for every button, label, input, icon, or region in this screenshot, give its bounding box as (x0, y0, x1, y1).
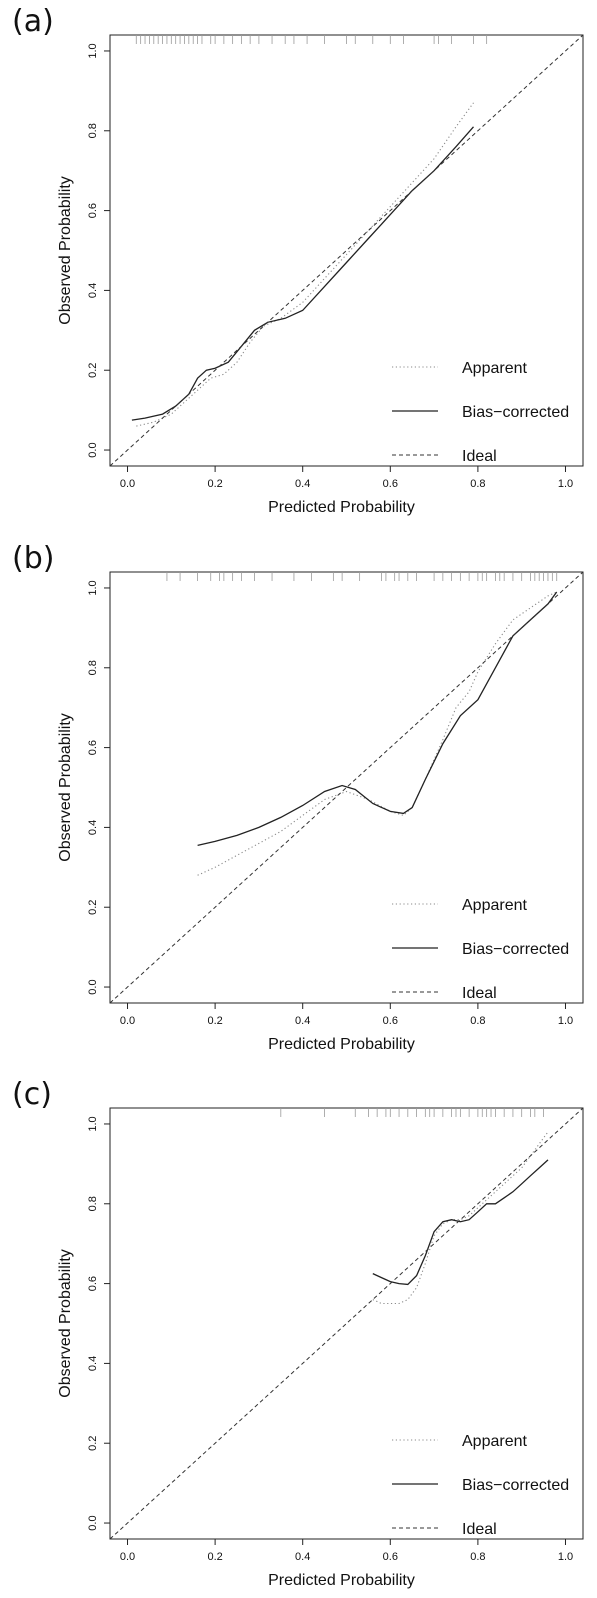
x-tick-label: 0.8 (470, 1015, 485, 1027)
apparent-line (136, 102, 474, 427)
x-axis-label: Predicted Probability (268, 499, 415, 516)
legend-label: Ideal (462, 448, 497, 465)
apparent-line (197, 591, 557, 876)
legend-label: Bias−corrected (462, 941, 569, 958)
bias-corrected-line (197, 591, 558, 847)
x-tick-label: 0.2 (207, 1015, 222, 1027)
apparent-line (372, 1131, 549, 1305)
calibration-plot: 0.0 0.2 0.4 0.6 0.8 1.0 0.0 0.2 0.4 0.6 0.8 1.0 Pred… (57, 1107, 584, 1589)
ideal-line (109, 34, 584, 467)
legend-label: Apparent (462, 360, 527, 377)
plot-frame (109, 571, 584, 1004)
calibration-panel-a: (a) 0.0 0.2 0.4 0.6 0.8 1.0 0.0 0.2 0.4 0.6 0.8 1.0… (0, 0, 597, 522)
y-tick-label: 0.8 (87, 123, 99, 138)
y-tick-label: 1.0 (87, 580, 99, 595)
bias-corrected-line (131, 126, 474, 421)
y-tick-label: 0.2 (87, 363, 99, 378)
panel-label: (a) (12, 4, 54, 39)
x-tick-label: 0.8 (470, 1551, 485, 1563)
y-tick-label: 0.8 (87, 660, 99, 675)
y-tick-label: 0.6 (87, 740, 99, 755)
x-tick-label: 0.6 (383, 1551, 398, 1563)
y-tick-label: 0.2 (87, 1436, 99, 1451)
y-tick-label: 1.0 (87, 43, 99, 58)
calibration-plot: 0.0 0.2 0.4 0.6 0.8 1.0 0.0 0.2 0.4 0.6 0.8 1.0 Pred… (57, 571, 584, 1053)
calibration-plot: 0.0 0.2 0.4 0.6 0.8 1.0 0.0 0.2 0.4 0.6 0.8 1.0 Pred… (57, 34, 584, 516)
x-tick-label: 0.4 (295, 478, 310, 490)
x-tick-label: 0.2 (207, 478, 222, 490)
x-tick-label: 0.0 (120, 1551, 135, 1563)
x-tick-label: 0.6 (383, 478, 398, 490)
x-axis-label: Predicted Probability (268, 1036, 415, 1053)
calibration-panel-c: (c) 0.0 0.2 0.4 0.6 0.8 1.0 0.0 0.2 0.4 0.6 0.8 1.0… (0, 1073, 597, 1595)
y-tick-label: 0.8 (87, 1196, 99, 1211)
y-tick-label: 0.4 (87, 283, 99, 298)
x-tick-label: 0.4 (295, 1551, 310, 1563)
y-tick-label: 0.2 (87, 900, 99, 915)
y-axis-label: Observed Probability (57, 1249, 74, 1398)
y-tick-label: 0.6 (87, 1276, 99, 1291)
x-tick-label: 0.6 (383, 1015, 398, 1027)
x-axis-label: Predicted Probability (268, 1572, 415, 1589)
ideal-line (109, 1107, 584, 1540)
x-tick-label: 0.0 (120, 1015, 135, 1027)
ideal-line (109, 571, 584, 1004)
y-tick-label: 0.4 (87, 1356, 99, 1371)
y-axis-label: Observed Probability (57, 713, 74, 862)
x-tick-label: 1.0 (558, 478, 573, 490)
legend-label: Bias−corrected (462, 1477, 569, 1494)
x-tick-label: 1.0 (558, 1015, 573, 1027)
panel-label: (b) (12, 541, 55, 576)
y-tick-label: 0.0 (87, 442, 99, 457)
legend-label: Ideal (462, 985, 497, 1002)
legend-label: Apparent (462, 897, 527, 914)
y-tick-label: 0.0 (87, 979, 99, 994)
plot-frame (109, 1107, 584, 1540)
legend-label: Ideal (462, 1521, 497, 1538)
y-tick-label: 0.0 (87, 1515, 99, 1530)
legend-label: Apparent (462, 1433, 527, 1450)
bias-corrected-line (372, 1159, 549, 1286)
x-tick-label: 0.2 (207, 1551, 222, 1563)
y-tick-label: 0.4 (87, 820, 99, 835)
y-axis-label: Observed Probability (57, 176, 74, 325)
y-tick-label: 1.0 (87, 1116, 99, 1131)
x-tick-label: 0.4 (295, 1015, 310, 1027)
x-tick-label: 0.8 (470, 478, 485, 490)
x-tick-label: 0.0 (120, 478, 135, 490)
y-tick-label: 0.6 (87, 203, 99, 218)
panel-label: (c) (12, 1077, 52, 1112)
calibration-panel-b: (b) 0.0 0.2 0.4 0.6 0.8 1.0 0.0 0.2 0.4 0.6 0.8 1.0… (0, 537, 597, 1059)
legend-label: Bias−corrected (462, 404, 569, 421)
x-tick-label: 1.0 (558, 1551, 573, 1563)
